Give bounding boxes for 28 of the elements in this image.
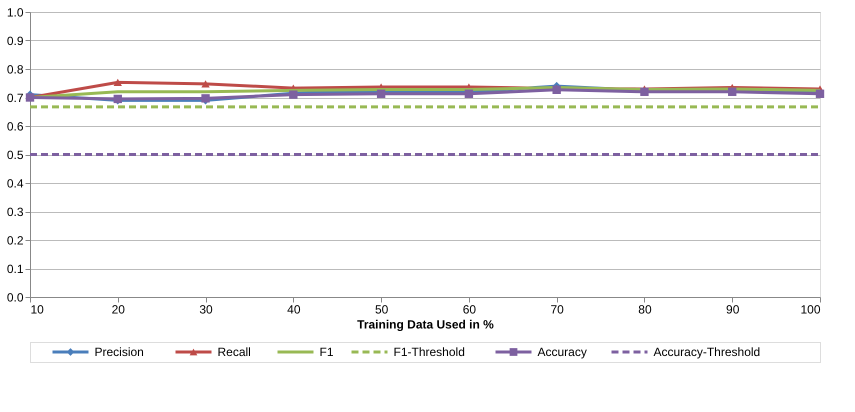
legend-label: F1-Threshold [394,345,465,359]
legend-label: Accuracy [538,345,587,359]
x-tick-label: 70 [550,302,564,316]
y-tick-label: 0.0 [6,290,24,304]
y-tick-label: 0.7 [6,91,24,105]
y-tick-label: 0.9 [6,34,24,48]
x-tick-label: 80 [638,302,652,316]
y-tick-label: 0.3 [6,205,24,219]
y-tick-label: 1.0 [6,6,24,20]
legend-label: Precision [94,345,144,359]
legend-label: F1 [320,345,334,359]
x-tick-label: 30 [199,302,214,316]
y-tick-label: 0.5 [6,148,24,162]
y-tick-label: 0.6 [6,120,24,134]
legend-label: Accuracy-Threshold [654,345,760,359]
y-tick-label: 0.1 [6,262,24,276]
x-tick-label: 100 [800,302,821,316]
x-tick-label: 40 [287,302,301,316]
y-tick-label: 0.4 [6,176,24,190]
y-tick-label: 0.8 [6,62,24,76]
x-axis-title: Training Data Used in % [357,318,494,332]
x-tick-label: 20 [112,302,126,316]
x-tick-label: 10 [30,302,44,316]
y-tick-label: 0.2 [6,234,24,248]
legend-label: Recall [218,345,251,359]
x-tick-label: 50 [374,302,389,316]
x-tick-label: 90 [726,302,740,316]
x-tick-label: 60 [462,302,476,316]
